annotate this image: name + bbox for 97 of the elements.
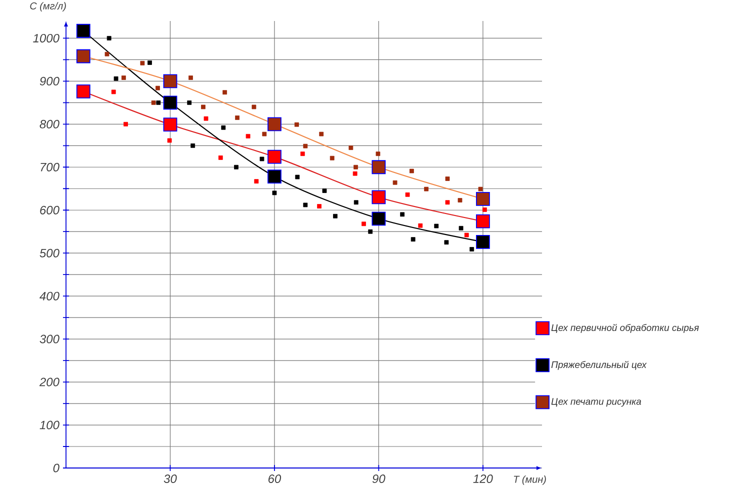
point [163,96,178,110]
point [410,237,416,242]
point [114,76,118,81]
point [348,146,354,150]
point [140,60,145,66]
x-tick-label: 30 [164,474,177,484]
point [470,247,474,252]
point [368,229,373,234]
point [121,76,126,80]
point [246,134,250,138]
y-tick-label: 100 [40,420,60,430]
point [262,132,267,136]
point [482,207,487,212]
point [163,118,178,132]
point [163,74,178,88]
point [330,156,334,160]
y-tick-label: 700 [40,162,60,172]
y-axis-title: C (мг/л) [30,2,66,12]
point [372,190,386,204]
point [260,156,264,162]
point [156,100,161,105]
point [111,90,116,94]
point [235,116,240,120]
point [319,132,324,136]
point [104,52,110,56]
y-tick-label: 400 [40,292,60,300]
point [268,170,282,184]
point [303,144,308,148]
legend-label: Цех печати рисунка [551,398,642,407]
point [221,125,226,130]
point [76,24,90,38]
y-tick-label: 800 [40,120,60,128]
point [76,49,90,64]
point [294,122,299,127]
point [464,232,469,238]
point [218,155,223,160]
point [303,202,308,208]
point [300,152,305,156]
point [458,226,464,230]
point [362,222,366,226]
point [268,150,282,164]
point [151,100,156,105]
point [445,176,450,181]
point [254,179,259,184]
point [476,214,490,228]
legend-label: Цех первичной обработки сырья [551,324,699,333]
y-tick-label: 0 [53,464,60,472]
point [76,84,90,98]
y-tick-label: 1000 [33,34,60,42]
point [295,174,300,180]
point [476,234,490,249]
point [333,214,338,218]
point [106,36,112,40]
point [268,117,282,132]
point [222,90,227,95]
point [322,188,327,193]
point [148,60,152,65]
y-tick-label: 200 [39,378,60,386]
point [458,198,462,202]
point [434,224,439,228]
y-tick-label: 900 [40,76,60,86]
point [444,240,449,245]
point [234,164,238,170]
point [392,180,398,185]
point [272,190,277,196]
point [252,104,256,110]
point [476,192,490,206]
point [204,116,208,121]
point [376,152,380,156]
point [478,186,483,192]
point [418,223,423,228]
x-axis-title: T (мин) [514,476,546,485]
point [354,200,358,205]
point [124,122,128,126]
point [167,138,172,143]
point [187,100,192,105]
point [405,192,410,197]
x-tick-label: 120 [473,474,493,484]
y-tick-label: 500 [40,248,60,258]
point [372,212,386,226]
x-tick-label: 60 [268,474,282,484]
point [445,200,450,205]
point [190,143,196,148]
y-tick-label: 300 [40,334,60,344]
point [317,204,322,208]
legend-label: Пряжебелильный цех [551,360,647,370]
point [354,164,358,170]
point [424,186,429,192]
point [352,171,358,176]
point [372,160,386,174]
point [188,76,193,80]
x-tick-label: 90 [372,474,386,484]
point [201,104,206,110]
point [156,86,160,90]
point [410,168,414,174]
point [400,212,405,217]
y-tick-label: 600 [40,206,60,214]
